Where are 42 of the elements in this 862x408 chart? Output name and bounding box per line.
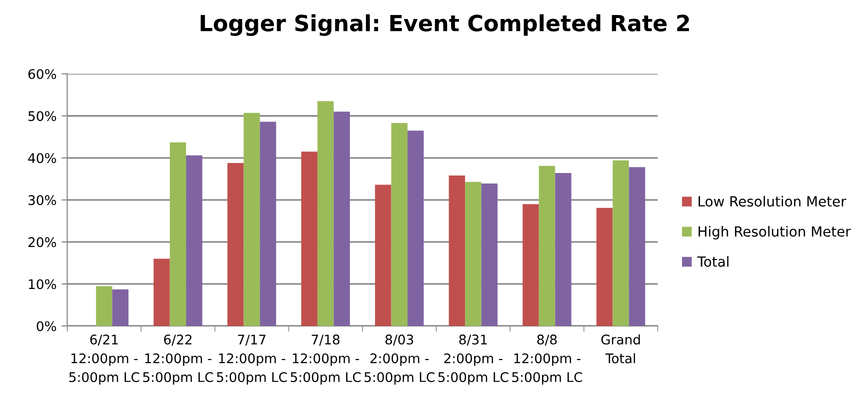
bar [260,122,276,326]
legend-label: Total [697,256,728,267]
bar [465,182,482,326]
y-tick-label: 60% [28,69,56,80]
y-tick-label: 50% [28,111,56,122]
bar [301,152,318,326]
x-tick-label: 8/03 2:00pm - 5:00pm LC [364,334,434,385]
bar [628,167,646,326]
bar [448,176,466,326]
x-tick-label: 8/31 2:00pm - 5:00pm LC [438,334,508,385]
legend-label: Low Resolution Meter [698,196,846,207]
x-tick-label: 6/22 12:00pm - 5:00pm LC [143,334,214,385]
y-tick-label: 40% [28,153,56,164]
x-tick-label: 7/17 12:00pm - 5:00pm LC [216,334,287,385]
y-tick-label: 20% [28,237,56,248]
bar [596,208,613,326]
bar [538,166,556,326]
bar [407,130,424,326]
y-tick-label: 0% [36,321,56,332]
bar [391,123,408,326]
y-tick-label: 30% [28,195,56,206]
bar [334,112,350,326]
bar [154,258,170,326]
chart-title: Logger Signal: Event Completed Rate 2 [200,14,689,36]
bar [112,289,128,326]
bar [170,142,186,326]
bar [244,112,260,326]
x-tick-label: 6/21 12:00pm - 5:00pm LC [69,334,140,385]
bar [96,286,112,326]
bar [317,101,334,326]
legend-label: High Resolution Meter [698,226,851,240]
bar [612,160,629,326]
y-tick-label: 10% [28,279,56,290]
x-tick-label: 7/18 12:00pm - 5:00pm LC [290,334,361,385]
bar [227,162,244,326]
x-tick-label: 8/8 12:00pm - 5:00pm LC [512,334,582,385]
bar [481,184,498,326]
x-tick-label: Grand Total [601,334,640,364]
bar [555,173,572,326]
bar [186,155,202,326]
bar [375,184,392,326]
bar [522,204,539,326]
